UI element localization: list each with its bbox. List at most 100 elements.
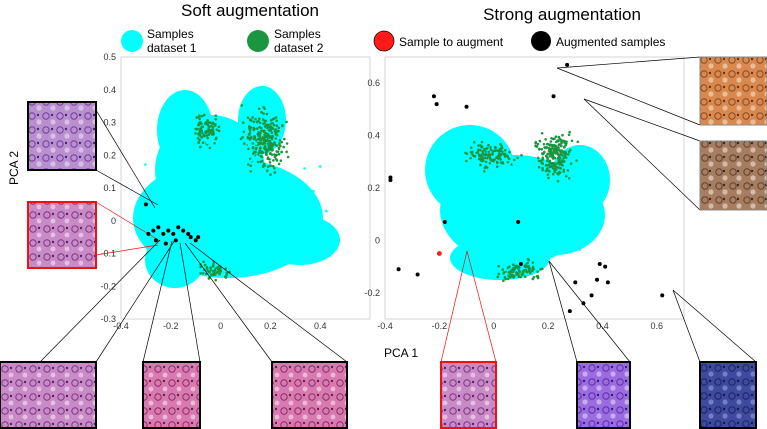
green-point — [565, 140, 568, 143]
green-point — [531, 265, 535, 269]
green-point — [564, 174, 568, 178]
cyan-point — [262, 172, 265, 176]
green-point — [543, 146, 546, 149]
green-point — [203, 134, 206, 138]
green-point — [262, 105, 265, 109]
green-point — [278, 139, 282, 142]
green-point — [550, 147, 554, 150]
green-point — [248, 138, 252, 141]
green-point — [277, 126, 281, 130]
green-point — [249, 169, 253, 173]
green-point — [218, 267, 222, 270]
green-point — [532, 276, 536, 279]
green-point — [544, 169, 548, 173]
cyan-point — [503, 268, 507, 272]
green-point — [469, 146, 473, 150]
green-point — [255, 127, 259, 130]
cyan-point — [522, 220, 526, 224]
cyan-point — [243, 159, 246, 163]
green-point — [477, 144, 480, 147]
cyan-point — [245, 186, 249, 189]
cyan-point — [303, 167, 306, 170]
cyan-point — [264, 220, 267, 223]
green-point — [215, 266, 218, 270]
cyan-point — [540, 258, 544, 261]
green-point — [205, 267, 209, 271]
green-point — [540, 147, 544, 151]
green-point — [506, 156, 510, 159]
green-point — [553, 148, 556, 151]
cyan-point — [194, 205, 197, 208]
green-point — [198, 117, 201, 121]
green-point — [566, 153, 570, 156]
green-point — [554, 135, 558, 138]
green-point — [561, 133, 564, 137]
x-tick-label: -0.2 — [432, 321, 448, 331]
green-point — [546, 173, 550, 176]
x-tick-label: -0.2 — [163, 321, 179, 331]
cyan-point — [235, 180, 238, 184]
green-point — [534, 144, 537, 148]
green-point — [558, 143, 562, 147]
green-point — [486, 156, 489, 160]
y-tick-label: 0.3 — [103, 118, 116, 128]
green-point — [258, 149, 262, 152]
cyan-point — [541, 238, 545, 242]
green-point — [259, 160, 263, 164]
green-point — [269, 129, 272, 133]
green-point — [538, 139, 542, 143]
green-point — [489, 148, 493, 152]
green-point — [242, 130, 246, 134]
green-point — [217, 129, 221, 133]
cyan-point — [491, 207, 494, 210]
green-point — [530, 269, 534, 273]
green-point — [548, 170, 551, 173]
augmented-point — [442, 220, 447, 225]
green-point — [270, 137, 274, 141]
y-tick-label: 0 — [111, 216, 116, 226]
green-point — [278, 141, 281, 145]
green-point — [257, 107, 261, 111]
green-point — [501, 268, 505, 271]
green-point — [555, 145, 558, 149]
green-point — [196, 136, 200, 140]
green-point — [523, 269, 527, 272]
cyan-point — [588, 169, 592, 173]
green-point — [564, 156, 568, 159]
strong-augmented-points — [388, 62, 665, 314]
green-point — [549, 151, 553, 154]
green-point — [213, 272, 216, 275]
green-point — [512, 263, 515, 267]
augmented-point — [196, 235, 201, 240]
x-tick-label: 0.2 — [542, 321, 555, 331]
green-point — [481, 154, 484, 158]
cyan-point — [296, 238, 300, 242]
cyan-point — [566, 196, 570, 200]
green-point — [516, 265, 519, 268]
green-point — [502, 270, 506, 274]
green-point — [546, 156, 549, 160]
soft-thumb-bottom-3 — [271, 361, 348, 429]
green-point — [510, 273, 514, 277]
green-point — [275, 119, 279, 123]
cyan-point — [475, 217, 478, 221]
augmented-point — [573, 280, 578, 285]
green-point — [520, 273, 524, 277]
augmented-point — [181, 228, 186, 233]
cyan-point — [497, 232, 500, 236]
green-point — [553, 164, 556, 168]
strong-dataset-2-points — [464, 130, 580, 282]
soft-augmentation-title: Soft augmentation — [181, 1, 319, 20]
green-point — [536, 270, 539, 273]
green-point — [567, 150, 571, 154]
green-point — [525, 270, 529, 274]
augmented-point — [173, 238, 178, 243]
green-point — [487, 143, 490, 147]
cyan-point — [179, 203, 182, 206]
cyan-point — [179, 178, 183, 182]
cyan-point — [300, 190, 303, 193]
green-point — [481, 149, 485, 153]
green-point — [264, 131, 268, 135]
green-point — [266, 165, 270, 169]
green-point — [275, 124, 279, 127]
